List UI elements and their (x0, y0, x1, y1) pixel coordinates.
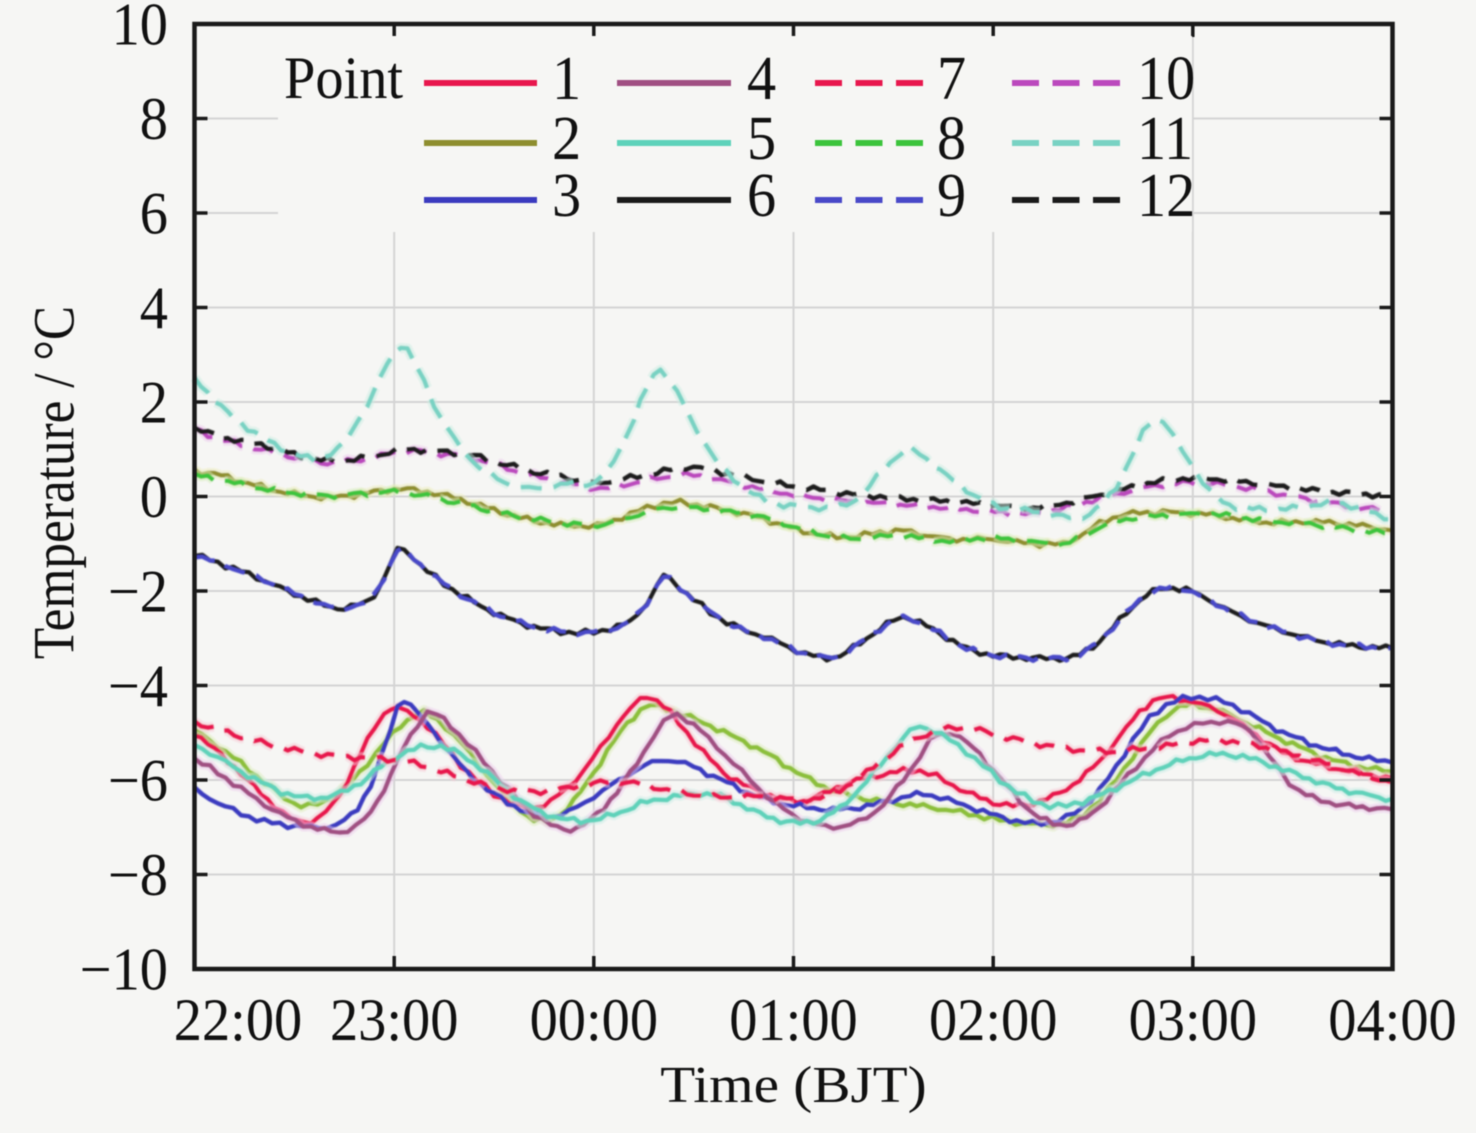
svg-text:2: 2 (552, 104, 581, 173)
svg-text:4: 4 (747, 44, 776, 113)
svg-text:4: 4 (140, 274, 168, 341)
svg-text:−2: −2 (108, 558, 168, 625)
svg-text:0: 0 (140, 463, 168, 530)
svg-text:11: 11 (1137, 104, 1193, 173)
svg-text:7: 7 (937, 44, 966, 113)
svg-text:−4: −4 (108, 652, 168, 719)
svg-text:8: 8 (937, 104, 966, 173)
svg-text:01:00: 01:00 (729, 986, 857, 1053)
svg-text:23:00: 23:00 (330, 986, 458, 1053)
svg-text:Point: Point (284, 44, 403, 111)
svg-text:−6: −6 (108, 747, 168, 814)
svg-text:Temperature / °C: Temperature / °C (22, 306, 87, 659)
svg-text:12: 12 (1137, 161, 1195, 230)
svg-text:−10: −10 (80, 936, 168, 1003)
svg-text:Time (BJT): Time (BJT) (660, 1055, 926, 1113)
svg-text:−8: −8 (108, 841, 168, 908)
svg-text:9: 9 (937, 161, 966, 230)
svg-text:6: 6 (140, 180, 168, 247)
svg-text:6: 6 (747, 161, 776, 230)
svg-text:1: 1 (552, 44, 581, 113)
svg-text:10: 10 (112, 0, 168, 58)
svg-text:22:00: 22:00 (174, 986, 302, 1053)
svg-text:2: 2 (140, 369, 168, 436)
svg-text:10: 10 (1137, 44, 1195, 113)
svg-text:03:00: 03:00 (1129, 986, 1257, 1053)
svg-text:3: 3 (552, 161, 581, 230)
svg-text:00:00: 00:00 (530, 986, 658, 1053)
svg-text:02:00: 02:00 (929, 986, 1057, 1053)
svg-text:8: 8 (140, 85, 168, 152)
svg-text:04:00: 04:00 (1328, 986, 1456, 1053)
svg-text:5: 5 (747, 104, 776, 173)
